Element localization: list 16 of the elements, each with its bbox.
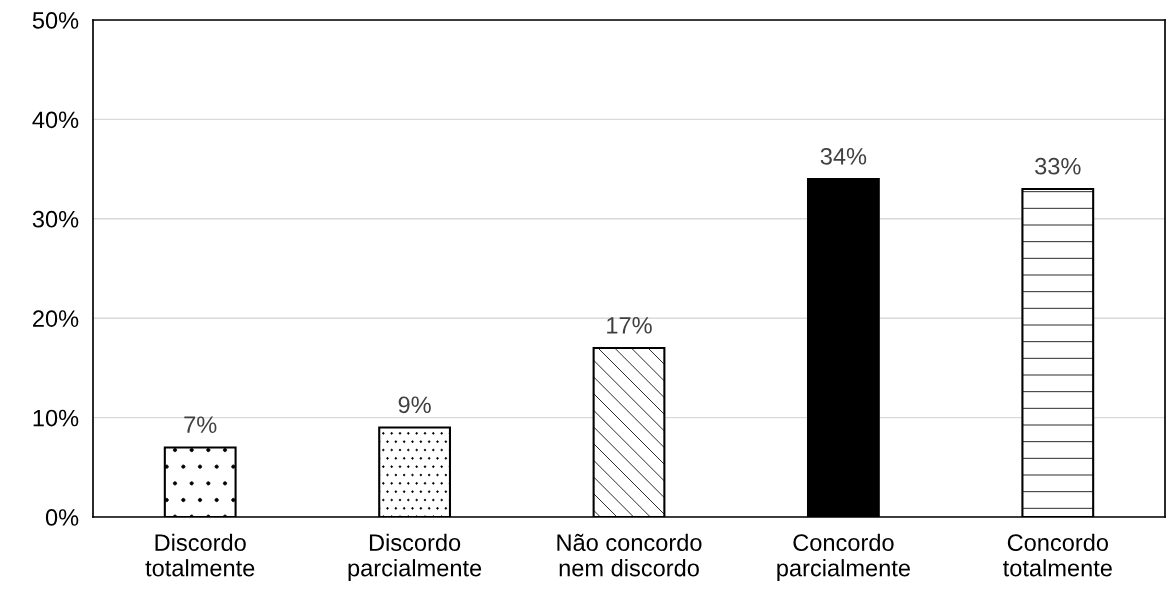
y-tick-label: 0% xyxy=(45,509,79,526)
y-tick-label: 40% xyxy=(32,111,79,129)
y-tick-label: 30% xyxy=(32,210,79,228)
x-tick-label: Concordo parcialmente xyxy=(777,533,910,582)
data-label: 9% xyxy=(398,396,431,414)
y-tick-label: 10% xyxy=(33,409,79,427)
x-tick-label: Concordo totalmente xyxy=(1003,533,1112,577)
x-tick-label: Discordo totalmente xyxy=(145,533,255,577)
data-label: 7% xyxy=(184,416,217,433)
data-label: 33% xyxy=(1035,157,1081,175)
x-tick-label: Não concordo nem discordo xyxy=(557,533,702,577)
y-tick-label: 50% xyxy=(32,12,79,29)
y-tick-label: 20% xyxy=(33,310,79,327)
data-label: 34% xyxy=(820,147,867,165)
data-label: 17% xyxy=(607,317,652,334)
x-tick-label: Discordo parcialmente xyxy=(348,533,482,582)
